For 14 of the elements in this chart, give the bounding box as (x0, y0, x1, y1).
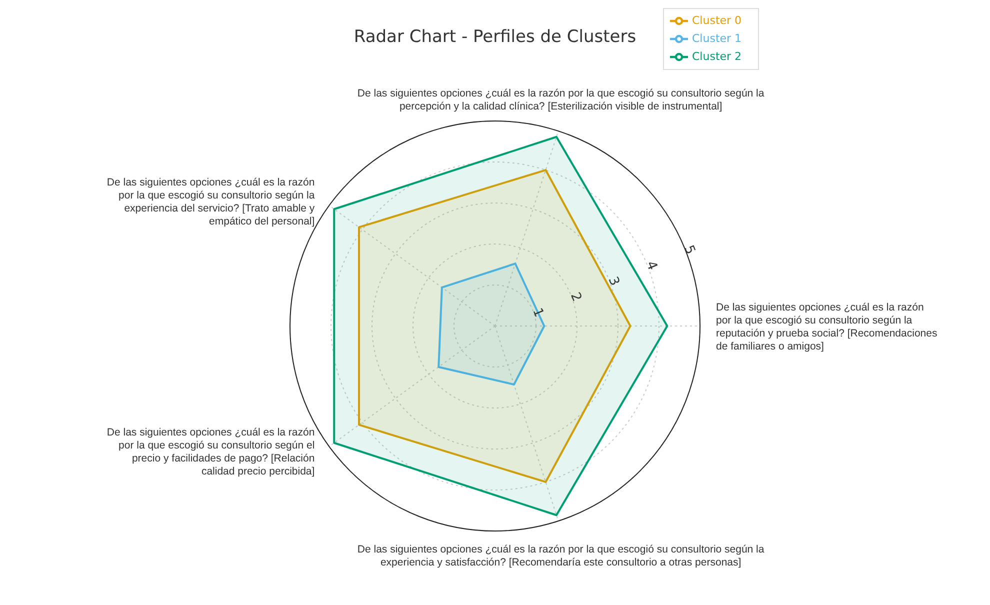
legend-label: Cluster 1 (692, 32, 742, 46)
spoke-label: De las siguientes opciones ¿cuál es la razón por la que escogió su consultorio según la percepción y la calidad clínica? [Esterilización visible de instrumental] (357, 87, 764, 112)
y-tick-label: 1 (529, 306, 546, 320)
legend-label: Cluster 0 (692, 14, 742, 28)
y-tick-label: 2 (567, 290, 584, 304)
spoke-label: De las siguientes opciones ¿cuál es la razón por la que escogió su consultorio según la experiencia del servicio? [Trato amable y empático del personal] (106, 176, 316, 228)
y-tick-label: 5 (680, 243, 698, 257)
spoke-label: De las siguientes opciones ¿cuál es la razón por la que escogió su consultorio según la reputación y prueba social? [Recomendaciones de familiares o amigos] (716, 302, 938, 352)
y-tick-label: 3 (604, 274, 622, 288)
y-tick-label: 4 (642, 259, 660, 272)
legend-label: Cluster 2 (692, 50, 742, 64)
spoke-label: De las siguientes opciones ¿cuál es la razón por la que escogió su consultorio según la experiencia y satisfacción? [Recomendaría este consultorio a otras personas] (357, 544, 764, 569)
spoke-label: De las siguientes opciones ¿cuál es la razón por la que escogió su consultorio según el precio y facilidades de pago? [Relación calidad precio percibida] (106, 426, 315, 478)
text: Radar Chart - Perfiles de Clusters (354, 27, 636, 47)
